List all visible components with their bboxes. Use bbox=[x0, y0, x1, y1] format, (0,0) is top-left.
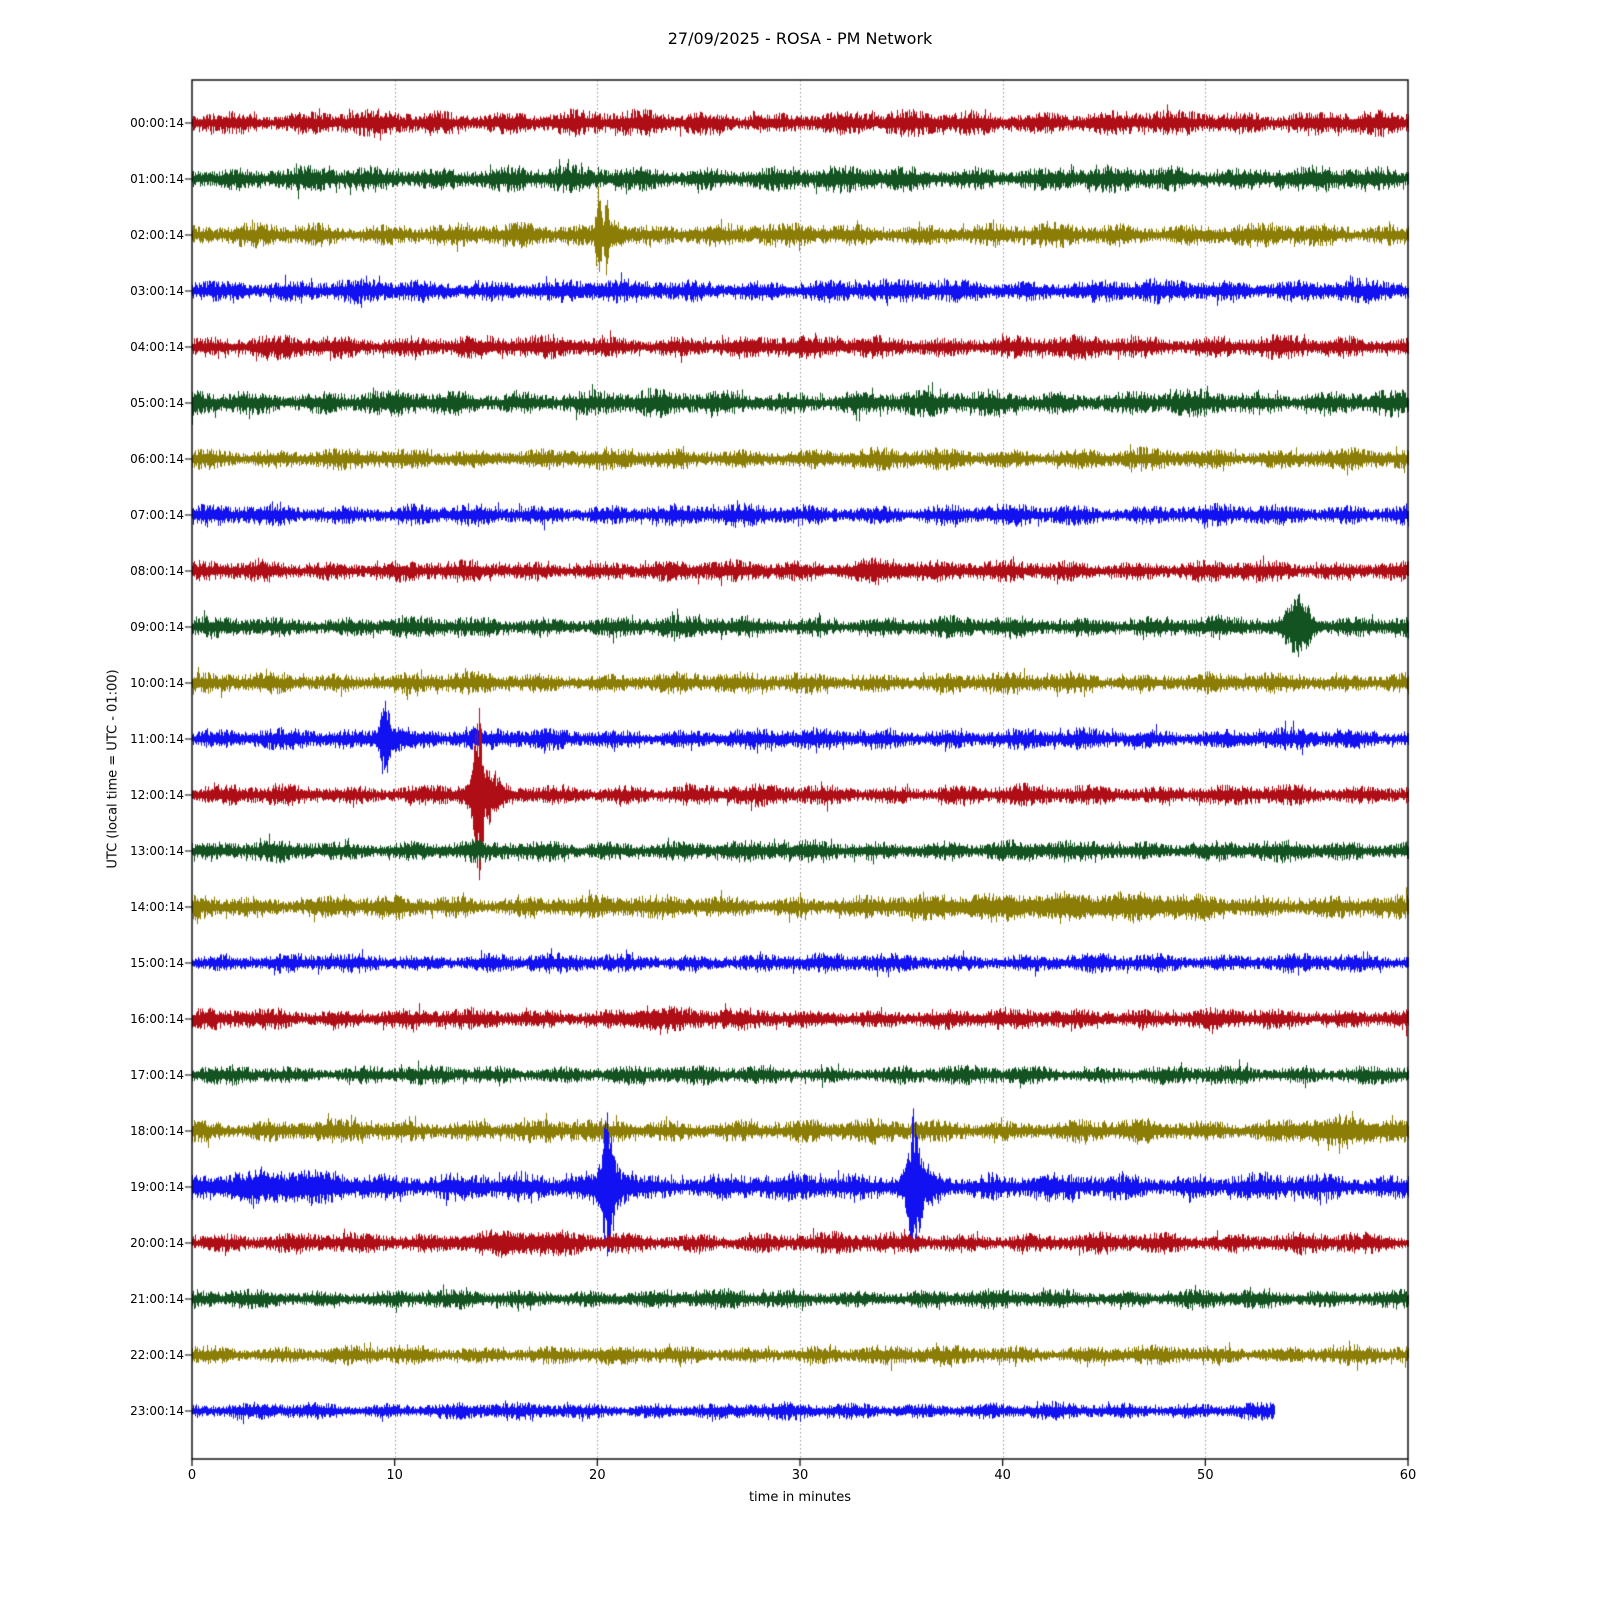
row-label: 05:00:14 bbox=[130, 396, 184, 410]
x-tick-label: 30 bbox=[791, 1468, 809, 1483]
x-axis-label: time in minutes bbox=[748, 1490, 852, 1505]
row-label: 20:00:14 bbox=[130, 1236, 184, 1250]
row-label: 08:00:14 bbox=[130, 564, 184, 578]
row-label: 23:00:14 bbox=[130, 1404, 184, 1418]
row-label: 15:00:14 bbox=[130, 956, 184, 970]
x-tick-label: 0 bbox=[187, 1468, 197, 1483]
row-label: 22:00:14 bbox=[130, 1348, 184, 1362]
row-label: 13:00:14 bbox=[130, 844, 184, 858]
x-tick-label: 60 bbox=[1399, 1468, 1417, 1483]
row-label: 19:00:14 bbox=[130, 1180, 184, 1194]
row-label: 07:00:14 bbox=[130, 508, 184, 522]
x-tick-label: 50 bbox=[1197, 1468, 1214, 1483]
row-label: 10:00:14 bbox=[130, 676, 184, 690]
row-label: 14:00:14 bbox=[130, 900, 184, 914]
figure-title: 27/09/2025 - ROSA - PM Network bbox=[667, 29, 933, 48]
row-label: 18:00:14 bbox=[130, 1124, 184, 1138]
row-label: 04:00:14 bbox=[130, 340, 184, 354]
y-axis-label: UTC (local time = UTC - 01:00) bbox=[105, 669, 121, 869]
row-label: 11:00:14 bbox=[130, 732, 184, 746]
row-label: 00:00:14 bbox=[130, 116, 184, 130]
row-label: 17:00:14 bbox=[130, 1068, 184, 1082]
x-tick-label: 40 bbox=[994, 1468, 1011, 1483]
row-label: 21:00:14 bbox=[130, 1292, 184, 1306]
row-label: 16:00:14 bbox=[130, 1012, 184, 1026]
row-label: 06:00:14 bbox=[130, 452, 184, 466]
row-label: 03:00:14 bbox=[130, 284, 184, 298]
row-label: 02:00:14 bbox=[130, 228, 184, 242]
x-tick-label: 20 bbox=[589, 1468, 606, 1483]
row-label: 01:00:14 bbox=[130, 172, 184, 186]
row-label: 09:00:14 bbox=[130, 620, 184, 634]
x-tick-label: 10 bbox=[386, 1468, 403, 1483]
row-label: 12:00:14 bbox=[130, 788, 184, 802]
